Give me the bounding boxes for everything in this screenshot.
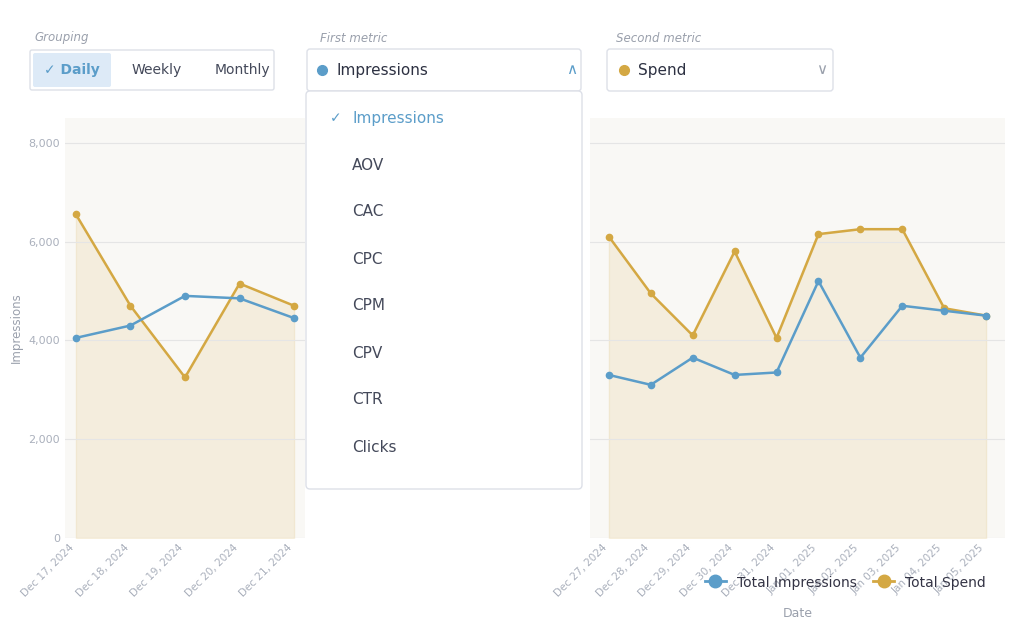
Text: Impressions: Impressions	[352, 111, 443, 125]
X-axis label: Date: Date	[782, 607, 812, 620]
Text: CPC: CPC	[352, 252, 383, 266]
FancyBboxPatch shape	[307, 49, 581, 91]
FancyBboxPatch shape	[607, 49, 833, 91]
FancyBboxPatch shape	[30, 50, 274, 90]
Text: Grouping: Grouping	[34, 32, 88, 45]
Text: First metric: First metric	[319, 32, 387, 45]
Text: CPM: CPM	[352, 299, 385, 314]
Text: Second metric: Second metric	[616, 32, 701, 45]
Text: ∧: ∧	[566, 63, 578, 78]
Text: Monthly: Monthly	[214, 63, 269, 77]
Text: Spend: Spend	[638, 63, 686, 78]
Text: Clicks: Clicks	[352, 440, 396, 455]
Legend: Total Impressions, Total Spend: Total Impressions, Total Spend	[699, 570, 991, 596]
Text: Impressions: Impressions	[336, 63, 428, 78]
Text: ✓: ✓	[330, 111, 342, 125]
FancyBboxPatch shape	[33, 53, 111, 87]
Text: Weekly: Weekly	[132, 63, 182, 77]
Y-axis label: Impressions: Impressions	[10, 292, 23, 363]
Text: CPV: CPV	[352, 345, 382, 361]
Text: AOV: AOV	[352, 158, 384, 173]
Text: ✓ Daily: ✓ Daily	[44, 63, 100, 77]
Text: CAC: CAC	[352, 204, 383, 219]
Text: CTR: CTR	[352, 392, 383, 407]
Text: ∨: ∨	[816, 63, 827, 78]
FancyBboxPatch shape	[306, 91, 582, 489]
